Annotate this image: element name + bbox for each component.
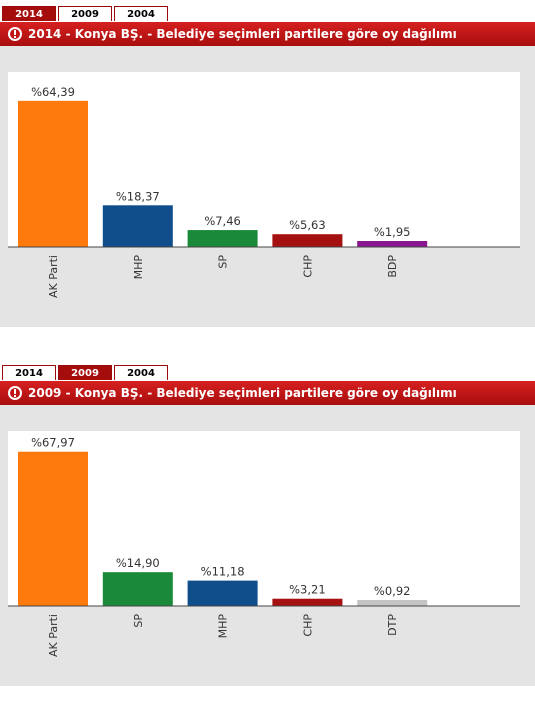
value-label: %7,46	[204, 214, 241, 228]
bar-chart: %67,97 AK Parti %14,90 SP %11,18 MHP %3,21 CHP%…	[8, 431, 520, 657]
chart-area: %64,39 AK Parti %18,37 MHP %7,46 SP %5,63 CHP %1…	[0, 46, 535, 327]
info-circle-icon	[8, 386, 22, 400]
category-label: SP	[132, 614, 145, 628]
bar-chp	[272, 234, 343, 247]
bar-bdp	[357, 241, 428, 247]
chart-header: 2014 - Konya BŞ. - Belediye seçimleri pa…	[0, 22, 535, 46]
tab-2014[interactable]: 2014	[2, 6, 56, 21]
value-label: %18,37	[116, 189, 160, 203]
year-tabs: 2014 2009 2004	[0, 365, 535, 381]
category-label: DTP	[386, 614, 399, 636]
bar-sp	[187, 230, 258, 247]
value-label: %1,95	[374, 225, 411, 239]
category-label: SP	[217, 255, 230, 269]
bar-ak-parti	[18, 451, 88, 606]
info-circle-icon	[8, 27, 22, 41]
tab-2014[interactable]: 2014	[2, 365, 56, 380]
value-label: %11,18	[201, 565, 245, 579]
chart-title: 2014 - Konya BŞ. - Belediye seçimleri pa…	[28, 27, 457, 41]
category-label: MHP	[132, 255, 145, 280]
tab-2009[interactable]: 2009	[58, 6, 112, 21]
tab-2004[interactable]: 2004	[114, 6, 168, 21]
chart-header: 2009 - Konya BŞ. - Belediye seçimleri pa…	[0, 381, 535, 405]
bar-ak-parti	[18, 100, 88, 247]
category-label: CHP	[301, 614, 314, 637]
bar-chp	[272, 598, 343, 606]
bar-mhp	[187, 580, 258, 606]
category-label: CHP	[301, 255, 314, 278]
value-label: %67,97	[31, 436, 75, 450]
tab-2009[interactable]: 2009	[58, 365, 112, 380]
plot-background	[8, 431, 520, 606]
value-label: %3,21	[289, 583, 326, 597]
plot-background	[8, 72, 520, 247]
chart-title: 2009 - Konya BŞ. - Belediye seçimleri pa…	[28, 386, 457, 400]
category-label: MHP	[217, 614, 230, 639]
value-label: %5,63	[289, 218, 326, 232]
value-label: %0,92	[374, 584, 411, 598]
bar-mhp	[102, 205, 173, 247]
category-label: AK Parti	[47, 614, 60, 657]
tab-2004[interactable]: 2004	[114, 365, 168, 380]
bar-sp	[102, 572, 173, 606]
bar-chart: %64,39 AK Parti %18,37 MHP %7,46 SP %5,63 CHP %1…	[8, 72, 520, 298]
value-label: %14,90	[116, 556, 160, 570]
bar-dtp	[357, 600, 428, 606]
chart-panel-2014: 2014 2009 2004 2014 - Konya BŞ. - Beledi…	[0, 6, 535, 327]
category-label: AK Parti	[47, 255, 60, 298]
category-label: BDP	[386, 255, 399, 278]
value-label: %64,39	[31, 85, 75, 99]
chart-panel-2009: 2014 2009 2004 2009 - Konya BŞ. - Beledi…	[0, 365, 535, 686]
chart-area: %67,97 AK Parti %14,90 SP %11,18 MHP %3,21 CHP%…	[0, 405, 535, 686]
year-tabs: 2014 2009 2004	[0, 6, 535, 22]
